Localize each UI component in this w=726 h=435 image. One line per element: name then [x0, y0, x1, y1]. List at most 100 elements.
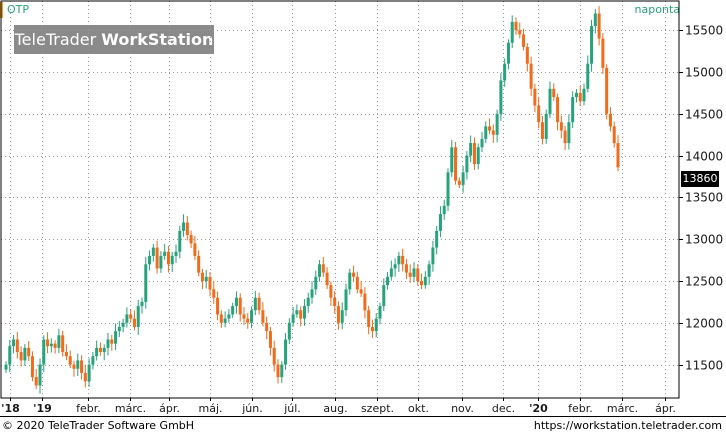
candle-body [8, 346, 12, 365]
candle-body [193, 243, 197, 256]
candle-body [336, 306, 340, 323]
x-tick-label: '19 [33, 402, 52, 415]
candle-body [578, 92, 582, 102]
x-tick-label: aug. [323, 402, 347, 415]
candle-body [310, 289, 314, 298]
candle-body [87, 364, 91, 382]
candle-body [412, 268, 416, 277]
candle-body [242, 314, 246, 319]
candle-body [185, 222, 189, 236]
candle-body [57, 335, 61, 348]
candle-body [461, 172, 465, 185]
candle-body [204, 276, 208, 281]
candle-body [140, 301, 144, 307]
y-tick-label: 14000 [685, 150, 723, 164]
x-tick-label: nov. [451, 402, 474, 415]
candle-body [329, 285, 333, 298]
candle-body [76, 360, 80, 369]
grid [1, 1, 679, 398]
candle-body [563, 130, 567, 144]
candle-body [287, 322, 291, 340]
x-tick-label: szept. [361, 402, 394, 415]
candle-body [129, 314, 133, 319]
candle-body [34, 377, 38, 386]
x-tick-label: '20 [529, 402, 548, 415]
candle-body [212, 289, 216, 298]
candle-body [197, 255, 201, 273]
candle-body [404, 264, 408, 273]
candle-body [136, 306, 140, 327]
candle-body [276, 364, 280, 378]
candle-body [223, 318, 227, 323]
candle-body [53, 343, 57, 348]
candle-body [30, 356, 34, 378]
candle-body [408, 272, 412, 277]
candle-body [529, 63, 533, 89]
candle-body [435, 230, 439, 248]
candle-body [605, 67, 609, 114]
candle-body [446, 172, 450, 206]
x-tick-label: júl. [283, 402, 301, 415]
candle-body [378, 306, 382, 319]
candle-body [518, 30, 522, 35]
candle-body [318, 264, 322, 277]
candle-body [238, 297, 242, 315]
candle-body [552, 88, 556, 98]
candle-body [321, 264, 325, 273]
candle-body [68, 356, 72, 365]
candle-body [80, 360, 84, 373]
candle-body [325, 272, 329, 286]
candle-body [114, 331, 118, 344]
candle-body [472, 143, 476, 164]
candle-body [401, 255, 405, 265]
y-tick-label: 12000 [685, 317, 723, 331]
y-tick-label: 13000 [685, 233, 723, 247]
candle-body [291, 314, 295, 323]
candle-body [117, 326, 121, 332]
candle-body [374, 318, 378, 332]
plot-frame [0, 0, 680, 399]
candle-body [302, 306, 306, 319]
candle-body [586, 63, 590, 89]
candle-body [231, 306, 235, 315]
candle-body [272, 347, 276, 365]
candle-body [420, 280, 424, 286]
candle-body [306, 297, 310, 307]
interval-label[interactable]: naponta [634, 3, 680, 16]
x-tick-label: márc. [607, 402, 638, 415]
candle-body [608, 113, 612, 127]
ticker-label[interactable]: OTP [7, 3, 30, 16]
candle-body [525, 46, 529, 64]
candle-body [261, 310, 265, 323]
candle-body [488, 126, 492, 131]
candle-body [510, 21, 514, 43]
candle-body [182, 222, 186, 231]
candle-body [431, 247, 435, 265]
candle-body [265, 322, 269, 332]
candle-body [23, 347, 27, 361]
candle-body [556, 97, 560, 123]
candles [4, 6, 620, 394]
y-tick-label: 14500 [685, 108, 723, 122]
candle-body [219, 314, 223, 323]
x-tick-label: '18 [1, 402, 20, 415]
candle-body [19, 352, 23, 361]
y-tick-label: 13500 [685, 191, 723, 205]
candle-body [389, 268, 393, 277]
candle-body [559, 122, 563, 131]
website-link[interactable]: https://workstation.teletrader.com [533, 419, 722, 432]
candle-body [246, 318, 250, 323]
candle-body [91, 356, 95, 365]
candle-body [106, 339, 110, 348]
candle-body [597, 13, 601, 39]
candle-body [457, 180, 461, 185]
last-price-badge: 13860 [681, 171, 719, 187]
x-tick-label: márc. [115, 402, 146, 415]
candle-body [216, 297, 220, 315]
candle-body [454, 147, 458, 181]
candle-body [522, 34, 526, 47]
candle-body [280, 364, 284, 378]
candle-body [571, 97, 575, 123]
candle-body [363, 293, 367, 311]
